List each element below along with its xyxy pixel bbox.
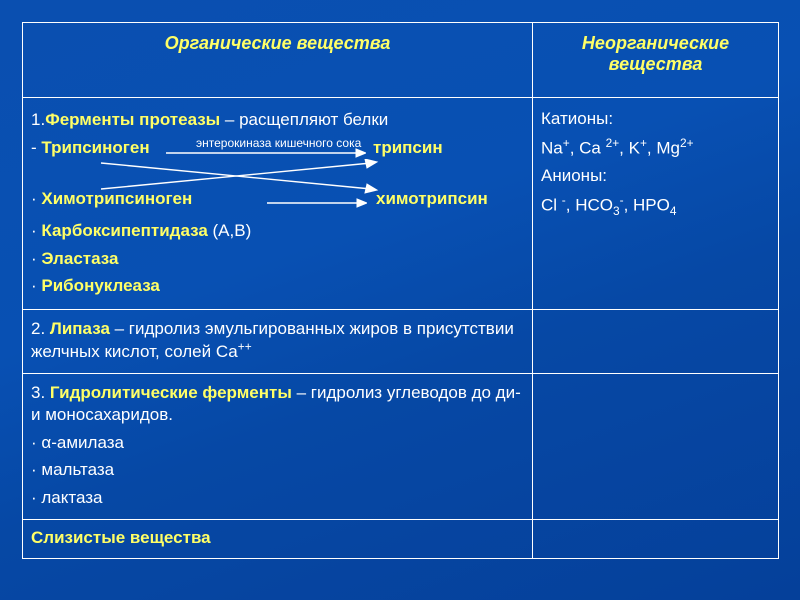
lactase: лактаза	[41, 488, 102, 507]
header-organic: Органические вещества	[23, 23, 533, 98]
bullet: ·	[31, 189, 41, 208]
elastase: Эластаза	[41, 249, 118, 268]
lipase-title: Липаза	[50, 319, 110, 338]
ribonuclease: Рибонуклеаза	[41, 276, 160, 295]
amylase: α-амилаза	[41, 433, 124, 452]
cell-lipase: 2. Липаза – гидролиз эмульгированных жир…	[23, 310, 533, 374]
cations-label: Катионы:	[541, 108, 770, 130]
cations-list: Na+, Ca 2+, K+, Mg2+	[541, 136, 770, 159]
header-row: Органические вещества Неорганические вещ…	[23, 23, 779, 98]
hydrolytic-title: Гидролитические ферменты	[50, 383, 292, 402]
enterokinase-label: энтерокиназа кишечного сока	[196, 136, 361, 151]
bullet: ·	[31, 488, 41, 507]
chymotrypsin: химотрипсин	[376, 188, 488, 210]
row-mucous: Слизистые вещества	[23, 519, 779, 558]
cell-lipase-right	[533, 310, 779, 374]
cell-mucous-right	[533, 519, 779, 558]
bullet: ·	[31, 221, 41, 240]
dash: -	[31, 138, 41, 157]
row-hydrolytic: 3. Гидролитические ферменты – гидролиз у…	[23, 374, 779, 520]
ferment-desc: – расщепляют белки	[220, 110, 388, 129]
bullet: ·	[31, 433, 41, 452]
cell-hydrolytic-right	[533, 374, 779, 520]
mucous-title: Слизистые вещества	[31, 528, 211, 547]
arrow-icon	[267, 196, 367, 210]
carboxypeptidase-suffix: (А,В)	[208, 221, 251, 240]
header-inorganic: Неорганические вещества	[533, 23, 779, 98]
cell-inorganic-ions: Катионы: Na+, Ca 2+, K+, Mg2+ Анионы: Cl…	[533, 98, 779, 310]
bullet: ·	[31, 276, 41, 295]
anions-list: Cl -, HCO3-, HPO4	[541, 193, 770, 219]
row2-prefix: 2.	[31, 319, 50, 338]
ferment-title: Ферменты протеазы	[45, 110, 220, 129]
anions-label: Анионы:	[541, 165, 770, 187]
bullet: ·	[31, 460, 41, 479]
cell-hydrolytic: 3. Гидролитические ферменты – гидролиз у…	[23, 374, 533, 520]
row-lipase: 2. Липаза – гидролиз эмульгированных жир…	[23, 310, 779, 374]
trypsin: трипсин	[373, 137, 443, 159]
row3-prefix: 3.	[31, 383, 50, 402]
trypsinogen: Трипсиноген	[41, 138, 149, 157]
bullet: ·	[31, 249, 41, 268]
carboxypeptidase: Карбоксипептидаза	[41, 221, 207, 240]
chymotrypsinogen: Химотрипсиноген	[41, 189, 192, 208]
cell-mucous: Слизистые вещества	[23, 519, 533, 558]
cell-proteases: 1.Ферменты протеазы – расщепляют белки -…	[23, 98, 533, 310]
row-proteases: 1.Ферменты протеазы – расщепляют белки -…	[23, 98, 779, 310]
substances-table: Органические вещества Неорганические вещ…	[22, 22, 779, 559]
row1-prefix: 1.	[31, 110, 45, 129]
maltase: мальтаза	[41, 460, 114, 479]
